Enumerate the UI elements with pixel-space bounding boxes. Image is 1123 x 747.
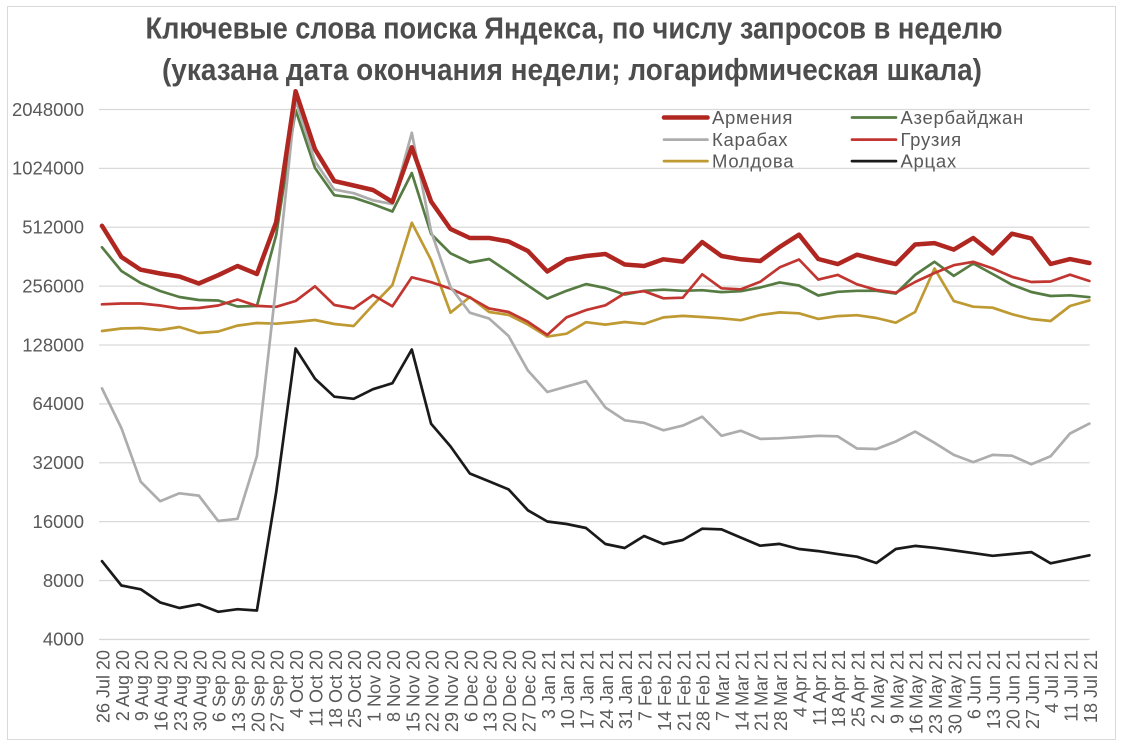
svg-text:2 May 21: 2 May 21	[868, 650, 888, 724]
svg-text:27 Dec 20: 27 Dec 20	[519, 650, 539, 732]
svg-text:13 Sep 20: 13 Sep 20	[229, 650, 249, 732]
svg-text:15 Nov 20: 15 Nov 20	[403, 650, 423, 732]
svg-text:18 Oct 20: 18 Oct 20	[326, 650, 346, 728]
svg-text:1 Nov 20: 1 Nov 20	[365, 650, 385, 722]
svg-text:4 Jul 21: 4 Jul 21	[1042, 650, 1062, 713]
svg-text:9 May 21: 9 May 21	[887, 650, 907, 724]
svg-text:512000: 512000	[22, 217, 84, 238]
svg-text:16000: 16000	[33, 511, 84, 532]
svg-text:10 Jan 21: 10 Jan 21	[558, 650, 578, 729]
svg-text:Ключевые слова поиска Яндекса,: Ключевые слова поиска Яндекса, по числу …	[146, 11, 1003, 45]
svg-text:Грузия: Грузия	[901, 129, 962, 150]
svg-text:(указана дата окончания недели: (указана дата окончания недели; логарифм…	[162, 53, 982, 87]
svg-text:1024000: 1024000	[12, 158, 84, 179]
svg-text:11 Apr 21: 11 Apr 21	[810, 650, 830, 726]
svg-text:Азербайджан: Азербайджан	[901, 107, 1024, 128]
svg-text:30 Aug 20: 30 Aug 20	[190, 650, 210, 731]
svg-text:128000: 128000	[22, 334, 84, 355]
svg-text:6 Dec 20: 6 Dec 20	[461, 650, 481, 722]
svg-text:8000: 8000	[43, 570, 84, 591]
svg-text:23 Aug 20: 23 Aug 20	[171, 650, 191, 731]
svg-text:8 Nov 20: 8 Nov 20	[384, 650, 404, 722]
svg-text:14 Mar 21: 14 Mar 21	[732, 650, 752, 731]
svg-text:13 Jun 21: 13 Jun 21	[984, 650, 1004, 729]
svg-text:13 Dec 20: 13 Dec 20	[481, 650, 501, 732]
svg-text:3 Jan 21: 3 Jan 21	[539, 650, 559, 719]
svg-text:28 Feb 21: 28 Feb 21	[694, 650, 714, 731]
svg-text:4 Apr 21: 4 Apr 21	[791, 650, 811, 717]
svg-text:14 Feb 21: 14 Feb 21	[655, 650, 675, 731]
svg-text:18 Apr 21: 18 Apr 21	[829, 650, 849, 727]
svg-text:4 Oct 20: 4 Oct 20	[287, 650, 307, 718]
svg-text:26 Jul 20: 26 Jul 20	[94, 650, 114, 723]
svg-text:32000: 32000	[33, 452, 84, 473]
svg-text:2048000: 2048000	[12, 99, 84, 120]
svg-text:24 Jan 21: 24 Jan 21	[597, 650, 617, 729]
svg-text:9 Aug 20: 9 Aug 20	[132, 650, 152, 721]
svg-text:16 May 21: 16 May 21	[907, 650, 927, 734]
svg-text:11 Jul 21: 11 Jul 21	[1062, 650, 1082, 722]
svg-text:29 Nov 20: 29 Nov 20	[442, 650, 462, 732]
svg-text:Карабах: Карабах	[712, 129, 788, 150]
svg-text:64000: 64000	[33, 393, 84, 414]
svg-text:20 Sep 20: 20 Sep 20	[248, 650, 268, 732]
svg-text:2 Aug 20: 2 Aug 20	[113, 650, 133, 721]
svg-text:6 Sep 20: 6 Sep 20	[210, 650, 230, 722]
svg-text:30 May 21: 30 May 21	[945, 650, 965, 734]
svg-text:Арцах: Арцах	[901, 151, 957, 172]
svg-text:31 Jan 21: 31 Jan 21	[616, 650, 636, 729]
svg-text:7 Feb 21: 7 Feb 21	[636, 650, 656, 721]
svg-text:25 Apr 21: 25 Apr 21	[849, 650, 869, 727]
svg-text:6 Jun 21: 6 Jun 21	[965, 650, 985, 719]
svg-text:27 Jun 21: 27 Jun 21	[1023, 650, 1043, 729]
svg-text:27 Sep 20: 27 Sep 20	[268, 650, 288, 732]
svg-text:22 Nov 20: 22 Nov 20	[423, 650, 443, 732]
svg-text:4000: 4000	[43, 629, 84, 650]
svg-text:11 Oct 20: 11 Oct 20	[307, 650, 327, 727]
svg-text:28 Mar 21: 28 Mar 21	[771, 650, 791, 731]
svg-text:17 Jan 21: 17 Jan 21	[578, 650, 598, 729]
svg-text:21 Feb 21: 21 Feb 21	[674, 650, 694, 731]
svg-text:16 Aug 20: 16 Aug 20	[152, 650, 172, 731]
svg-text:25 Oct 20: 25 Oct 20	[345, 650, 365, 728]
svg-text:Молдова: Молдова	[712, 151, 794, 172]
svg-text:18 Jul 21: 18 Jul 21	[1081, 650, 1101, 723]
svg-text:23 May 21: 23 May 21	[926, 650, 946, 734]
svg-text:Армения: Армения	[712, 107, 793, 128]
svg-text:20 Dec 20: 20 Dec 20	[500, 650, 520, 732]
svg-text:21 Mar 21: 21 Mar 21	[752, 650, 772, 731]
svg-text:7 Mar 21: 7 Mar 21	[713, 650, 733, 721]
svg-text:20 Jun 21: 20 Jun 21	[1003, 650, 1023, 729]
svg-text:256000: 256000	[22, 275, 84, 296]
